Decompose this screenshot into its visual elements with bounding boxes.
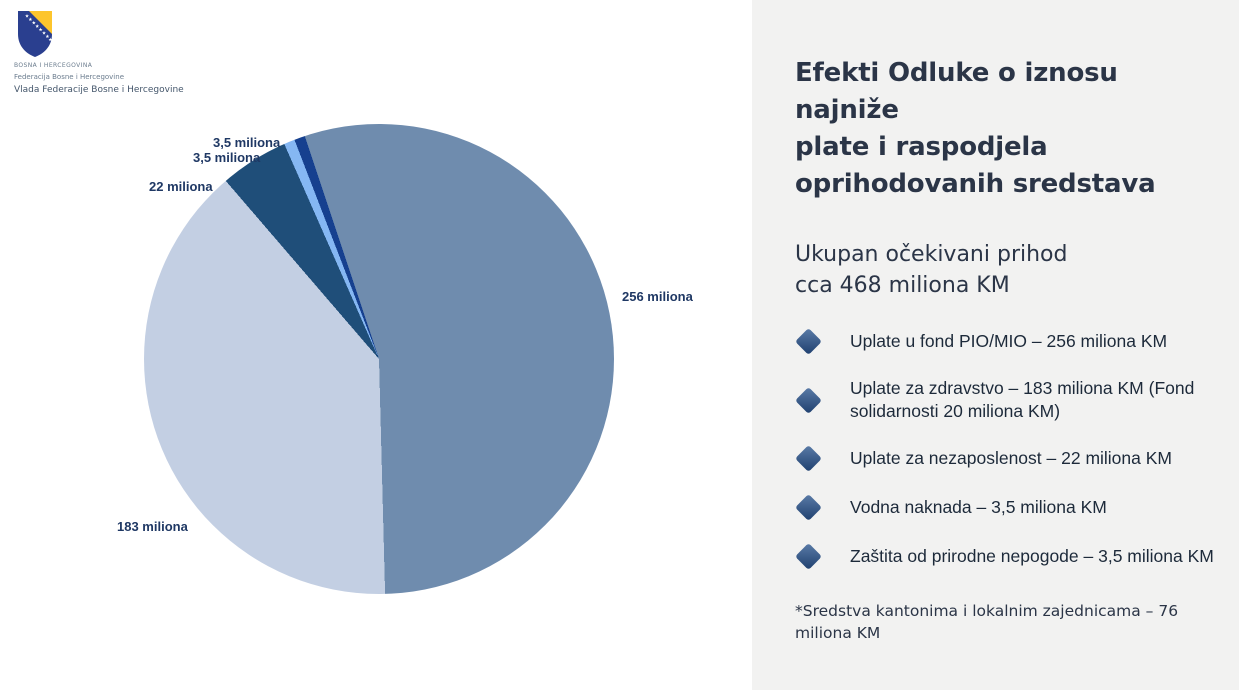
pie-label-zdravstvo: 183 miliona [117, 519, 188, 534]
logo-line-government: Vlada Federacije Bosne i Hercegovine [14, 85, 184, 95]
pie-label-nezaposlenost: 22 miliona [149, 179, 213, 194]
list-item-label: Uplate za nezaposlenost – 22 miliona KM [850, 448, 1172, 468]
list-item: Uplate za nezaposlenost – 22 miliona KM [795, 445, 1219, 472]
diamond-bullet-icon [795, 543, 825, 570]
logo-text: BOSNA I HERCEGOVINA Federacija Bosne i H… [14, 62, 274, 95]
footnote: *Sredstva kantonima i lokalnim zajednica… [795, 602, 1179, 642]
list-item: Zaštita od prirodne nepogode – 3,5 milio… [795, 543, 1219, 570]
list-item-label: Uplate u fond PIO/MIO – 256 miliona KM [850, 331, 1168, 351]
page-title: Efekti Odluke o iznosu najniže plate i r… [795, 58, 1156, 199]
list-item-label: Zaštita od prirodne nepogode – 3,5 milio… [850, 546, 1214, 566]
list-item: Uplate za zdravstvo – 183 miliona KM (Fo… [795, 377, 1219, 423]
list-item-label: Vodna naknada – 3,5 miliona KM [850, 497, 1107, 517]
diamond-bullet-icon [795, 494, 825, 521]
diamond-bullet-icon [795, 445, 825, 472]
logo-line-federation: Federacija Bosne i Hercegovine [14, 73, 124, 81]
diamond-bullet-icon [795, 328, 825, 355]
pie-chart [144, 124, 614, 594]
list-item: Vodna naknada – 3,5 miliona KM [795, 494, 1219, 521]
pie-label-vodna-naknada: 3,5 miliona [193, 150, 261, 165]
bih-coat-of-arms-icon [18, 11, 53, 57]
logo-line-country: BOSNA I HERCEGOVINA [14, 62, 93, 69]
subtitle-expected-revenue: Ukupan očekivani prihod cca 468 miliona … [795, 242, 1068, 298]
list-item: Uplate u fond PIO/MIO – 256 miliona KM [795, 328, 1219, 355]
pie-label-pio-mio: 256 miliona [622, 289, 693, 304]
right-panel: Efekti Odluke o iznosu najniže plate i r… [752, 0, 1239, 690]
pie-label-zastita: 3,5 miliona [213, 135, 281, 150]
bullet-list: Uplate u fond PIO/MIO – 256 miliona KM U… [795, 328, 1219, 570]
diamond-bullet-icon [795, 386, 825, 414]
list-item-label: Uplate za zdravstvo – 183 miliona KM (Fo… [850, 378, 1195, 421]
